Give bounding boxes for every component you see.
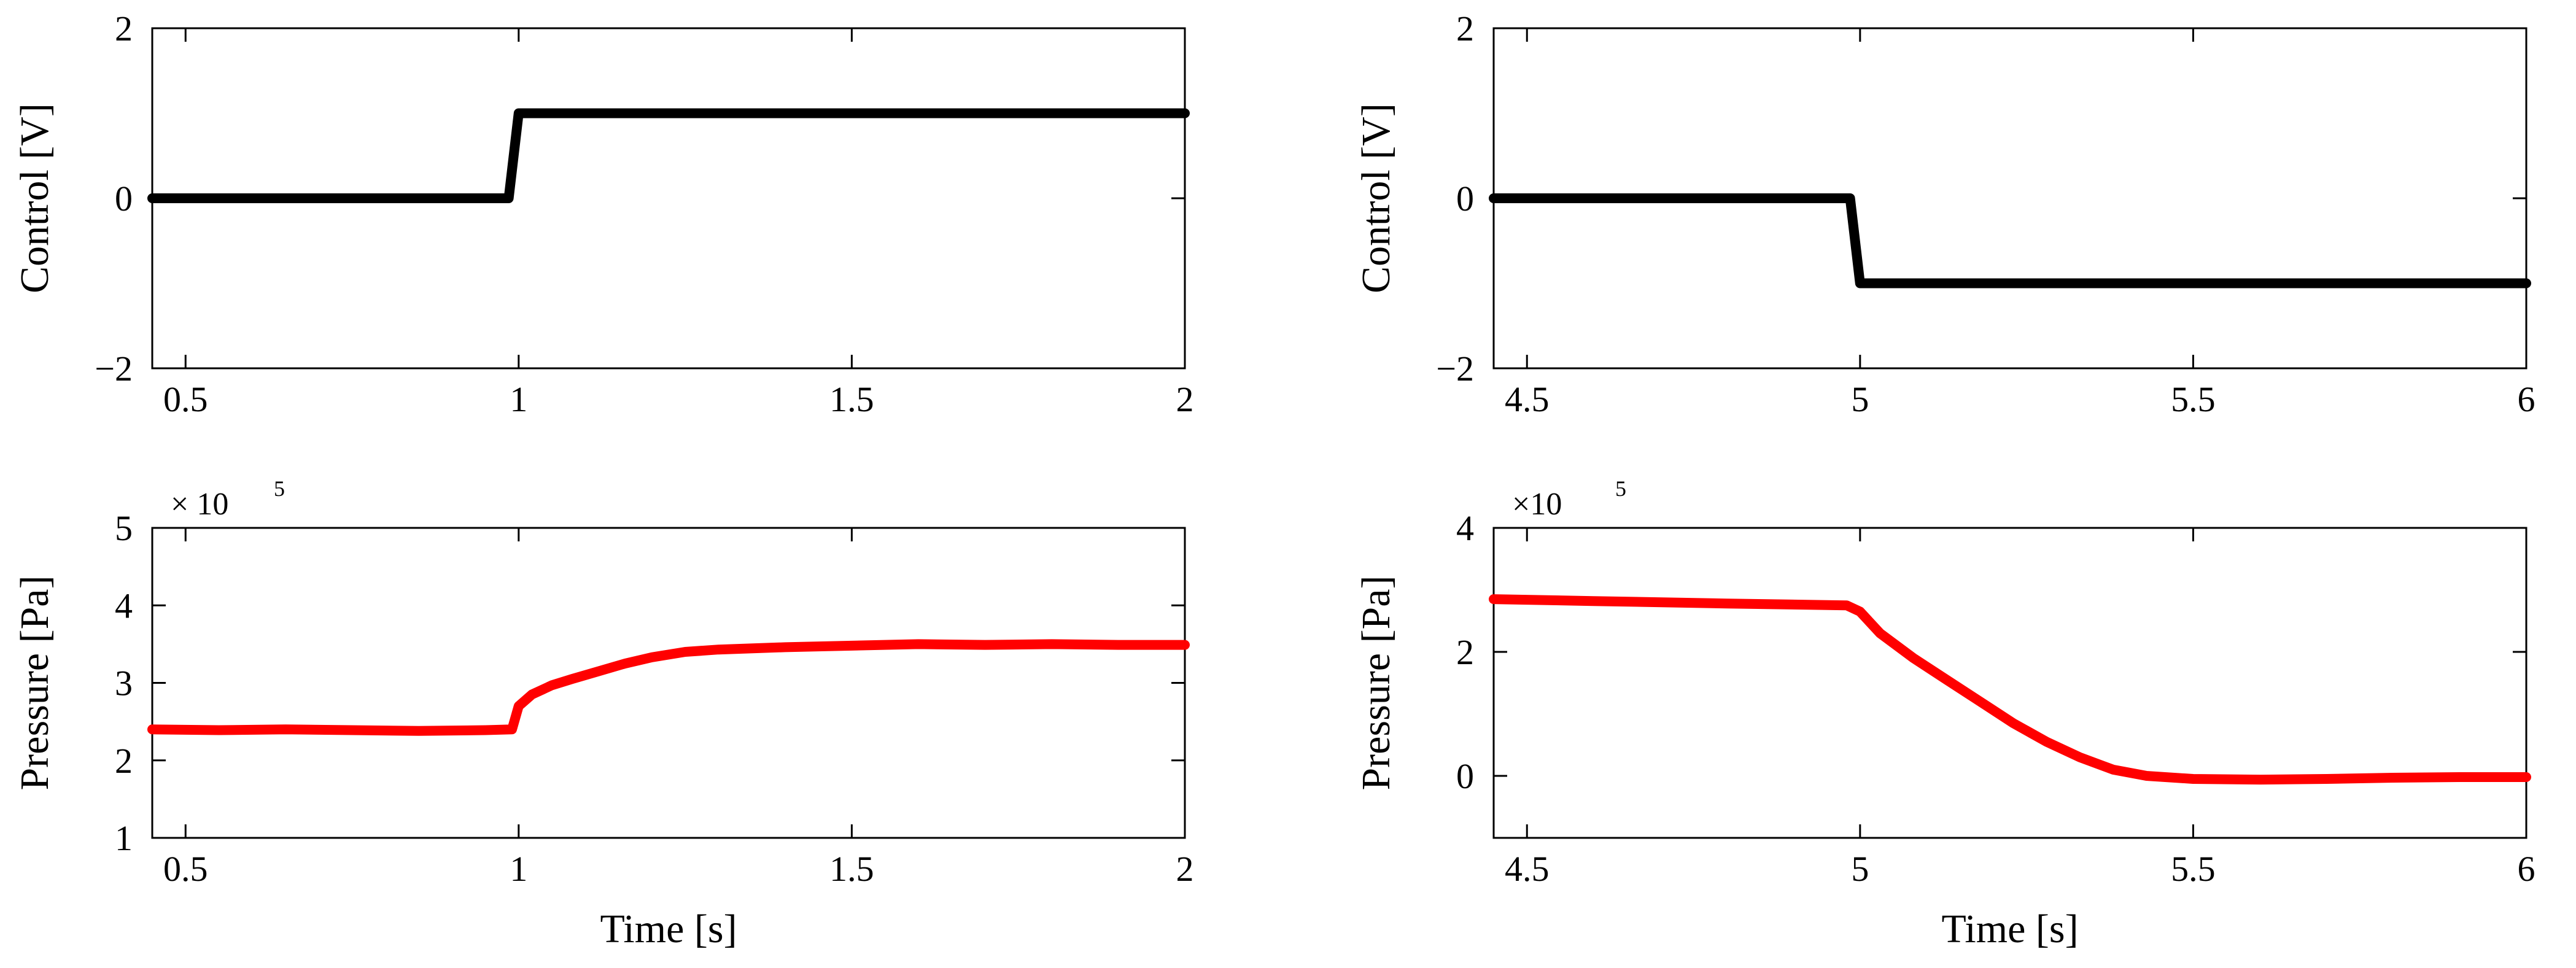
y-tick-label: 5 xyxy=(115,508,133,548)
y-tick-label: −2 xyxy=(95,349,133,389)
y-tick-label: 0 xyxy=(1456,179,1474,219)
y-tick-label: 0 xyxy=(1456,756,1474,796)
x-tick-label: 4.5 xyxy=(1505,379,1550,419)
exponent-power: 5 xyxy=(274,476,285,501)
y-tick-label: 0 xyxy=(115,179,133,219)
plot-frame xyxy=(151,527,1186,839)
x-axis-label: Time [s] xyxy=(1941,907,2078,951)
x-tick-label: 2 xyxy=(1176,379,1194,419)
y-tick-label: 4 xyxy=(115,586,133,625)
x-tick-label: 5 xyxy=(1851,379,1869,419)
y-tick-label: −2 xyxy=(1436,349,1474,389)
exponent-base: ×10 xyxy=(1512,487,1562,522)
x-tick-label: 0.5 xyxy=(163,379,208,419)
x-tick-label: 1 xyxy=(510,849,527,889)
plot-frame xyxy=(1492,527,2528,839)
exponent-power: 5 xyxy=(1615,476,1626,501)
series-line xyxy=(1489,594,2531,785)
x-axis-label: Time [s] xyxy=(600,907,737,951)
exponent-base: × 10 xyxy=(171,487,228,522)
control-left-panel: 0.5 1 1.5 2 −2 0 2 Control [V] xyxy=(12,9,1194,419)
x-tick-label: 6 xyxy=(2518,379,2535,419)
pressure-left-panel: 0.5 1 1.5 2 1 2 3 4 5 Pressure [Pa] Time [s] × 10 5 xyxy=(12,476,1194,951)
y-tick-label: 1 xyxy=(115,818,133,858)
control-right-panel: 4.5 5 5.5 6 −2 0 2 Control [V] xyxy=(1354,9,2535,419)
x-tick-label: 1 xyxy=(510,379,527,419)
x-tick-label: 6 xyxy=(2518,849,2535,889)
x-tick-label: 1.5 xyxy=(829,379,874,419)
y-tick-label: 2 xyxy=(115,741,133,781)
x-tick-label: 4.5 xyxy=(1505,849,1550,889)
y-axis-label: Control [V] xyxy=(1354,103,1399,293)
y-tick-label: 2 xyxy=(115,9,133,48)
x-tick-label: 5.5 xyxy=(2171,849,2216,889)
pressure-right-panel: 4.5 5 5.5 6 0 2 4 Pressure [Pa] Time [s] ×10 5 xyxy=(1354,476,2535,951)
y-axis-label: Pressure [Pa] xyxy=(12,575,57,790)
series-line xyxy=(147,639,1190,736)
series-line xyxy=(147,108,1190,203)
y-tick-label: 4 xyxy=(1456,508,1474,548)
x-tick-label: 1.5 xyxy=(829,849,874,889)
series-line xyxy=(1489,193,2531,288)
y-axis-label: Pressure [Pa] xyxy=(1354,575,1399,790)
x-tick-label: 5.5 xyxy=(2171,379,2216,419)
y-tick-label: 2 xyxy=(1456,632,1474,672)
y-tick-label: 3 xyxy=(115,664,133,703)
x-tick-label: 2 xyxy=(1176,849,1194,889)
x-tick-label: 0.5 xyxy=(163,849,208,889)
y-axis-label: Control [V] xyxy=(12,103,57,293)
x-tick-label: 5 xyxy=(1851,849,1869,889)
y-tick-label: 2 xyxy=(1456,9,1474,48)
